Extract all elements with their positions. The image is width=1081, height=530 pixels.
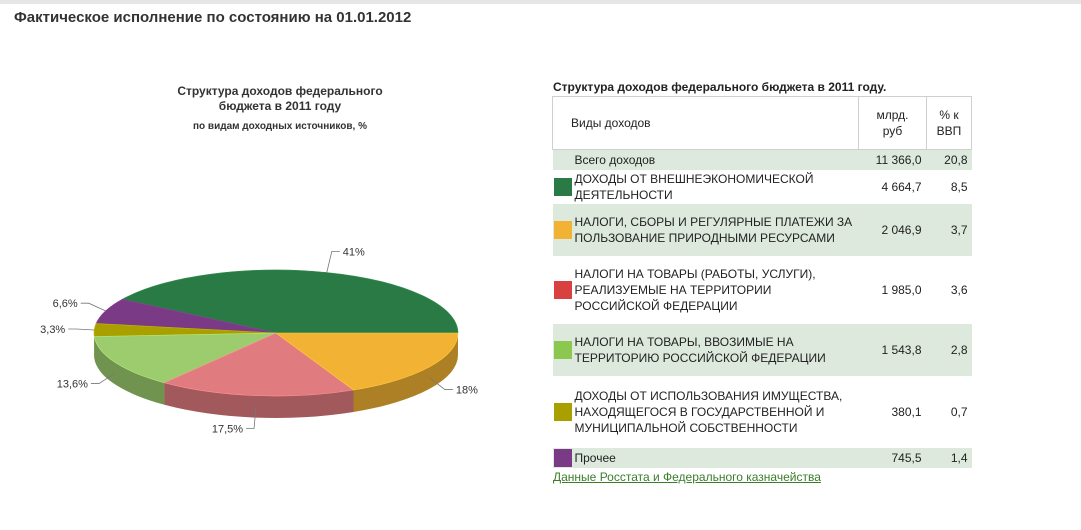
header-pct: % к ВВП xyxy=(926,96,972,150)
pie-slice-label: 18% xyxy=(456,385,478,397)
row-name: Прочее xyxy=(572,447,859,468)
table-header-row: Виды доходов млрд. руб % к ВВП xyxy=(552,96,972,150)
income-table: Виды доходов млрд. руб % к ВВП Всего дох… xyxy=(552,96,972,468)
row-pct: 0,7 xyxy=(950,404,968,419)
pie-leader-line xyxy=(68,328,95,331)
legend-swatch-light-green xyxy=(553,340,572,359)
pie-leader-line xyxy=(80,302,106,312)
row-pct: 3,7 xyxy=(926,203,972,256)
row-pct: 8,5 xyxy=(950,179,968,194)
pie-leader-line xyxy=(90,372,116,384)
pie-leader-line xyxy=(429,377,453,390)
header-type: Виды доходов xyxy=(552,96,859,150)
pie-slice xyxy=(93,332,277,384)
table-row: Прочее 745,5 1,4 xyxy=(552,447,972,468)
source-link[interactable]: Данные Росстата и Федерального казначейс… xyxy=(553,470,821,484)
row-name: ДОХОДЫ ОТ ИСПОЛЬЗОВАНИЯ ИМУЩЕСТВА, НАХОД… xyxy=(574,388,843,435)
pie-slice-label: 17,5% xyxy=(212,423,243,435)
top-border xyxy=(0,0,1081,4)
row-name: Всего доходов xyxy=(572,149,859,170)
legend-swatch-green xyxy=(553,177,572,196)
row-pct: 20,8 xyxy=(926,149,972,170)
row-pct: 3,6 xyxy=(950,282,968,297)
row-value: 745,5 xyxy=(858,447,927,468)
table-title: Структура доходов федерального бюджета в… xyxy=(553,80,887,94)
chart-title-line-1: Структура доходов федерального xyxy=(177,84,383,98)
legend-swatch-red xyxy=(553,280,572,299)
header-value-line-1: млрд. xyxy=(876,108,909,122)
pie-slice xyxy=(275,332,459,391)
row-value: 1 543,8 xyxy=(858,323,927,376)
legend-swatch-olive xyxy=(553,402,572,421)
page-title: Фактическое исполнение по состоянию на 0… xyxy=(14,9,412,26)
row-value: 2 046,9 xyxy=(858,203,927,256)
pie-slice xyxy=(163,332,355,397)
row-value: 1 985,0 xyxy=(881,282,922,297)
table-row: ДОХОДЫ ОТ ИСПОЛЬЗОВАНИЯ ИМУЩЕСТВА, НАХОД… xyxy=(553,376,972,448)
row-name: НАЛОГИ НА ТОВАРЫ (РАБОТЫ, УСЛУГИ), РЕАЛИ… xyxy=(574,266,816,313)
pie-slice-label: 13,6% xyxy=(57,379,88,391)
row-name: НАЛОГИ НА ТОВАРЫ, ВВОЗИМЫЕ НА ТЕРРИТОРИЮ… xyxy=(572,323,859,376)
legend-swatch-orange xyxy=(553,220,572,239)
table-row: НАЛОГИ, СБОРЫ И РЕГУЛЯРНЫЕ ПЛАТЕЖИ ЗА ПО… xyxy=(552,203,972,256)
header-value-line-2: руб xyxy=(882,124,903,138)
chart-title-line-2: бюджета в 2011 году xyxy=(218,99,342,113)
row-value: 11 366,0 xyxy=(858,149,927,170)
row-pct: 1,4 xyxy=(926,447,972,468)
chart-subtitle: по видам доходных источников, % xyxy=(193,121,367,132)
header-pct-line-1: % к xyxy=(939,108,959,122)
table-row: НАЛОГИ НА ТОВАРЫ, ВВОЗИМЫЕ НА ТЕРРИТОРИЮ… xyxy=(552,323,972,376)
pie-label-group: 41% 6,6% 3,3% 13,6% 17,5% 18% xyxy=(40,246,478,435)
row-name: ДОХОДЫ ОТ ВНЕШНЕЭКОНОМИЧЕСКОЙ ДЕЯТЕЛЬНОС… xyxy=(574,171,814,202)
header-value: млрд. руб xyxy=(858,96,927,150)
table-row: НАЛОГИ НА ТОВАРЫ (РАБОТЫ, УСЛУГИ), РЕАЛИ… xyxy=(553,256,972,324)
header-pct-line-2: ВВП xyxy=(936,124,962,138)
pie-leader-line xyxy=(326,250,340,273)
row-value: 380,1 xyxy=(891,404,922,419)
row-name: НАЛОГИ, СБОРЫ И РЕГУЛЯРНЫЕ ПЛАТЕЖИ ЗА ПО… xyxy=(572,203,859,256)
chart-title: Структура доходов федерального бюджета в… xyxy=(150,84,410,114)
legend-swatch-purple xyxy=(553,448,572,467)
swatch-cell xyxy=(552,149,573,170)
pie-top-group xyxy=(93,269,459,397)
pie-leader-line xyxy=(246,406,257,429)
pie-slice-label: 6,6% xyxy=(53,298,78,310)
pie-slice-side xyxy=(164,382,354,418)
pie-slice-side xyxy=(353,333,458,413)
pie-slice-label: 41% xyxy=(343,246,365,258)
row-value: 4 664,7 xyxy=(881,179,922,194)
pie-chart: 41% 6,6% 3,3% 13,6% 17,5% 18% xyxy=(40,246,478,435)
pie-slice-label: 3,3% xyxy=(40,324,65,336)
table-row: ДОХОДЫ ОТ ВНЕШНЕЭКОНОМИЧЕСКОЙ ДЕЯТЕЛЬНОС… xyxy=(553,170,972,204)
table-row-total: Всего доходов 11 366,0 20,8 xyxy=(552,149,972,170)
row-pct: 2,8 xyxy=(926,323,972,376)
